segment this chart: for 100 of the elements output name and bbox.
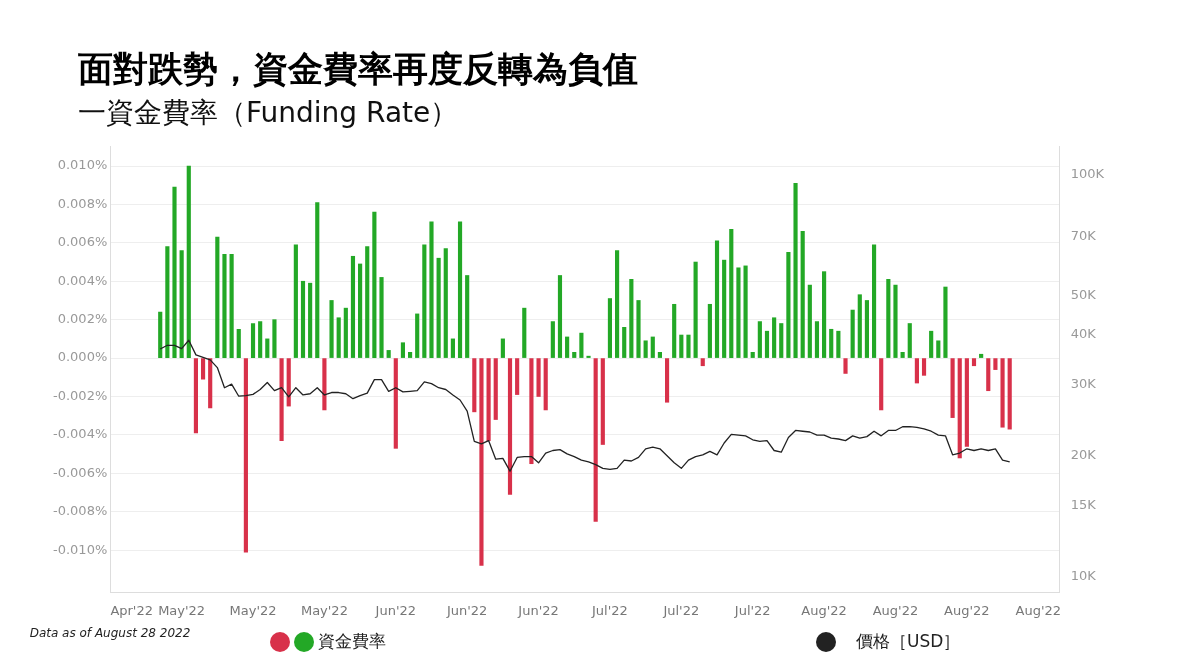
text: Data as of August 28 2022 <box>28 626 192 640</box>
bar <box>714 240 720 358</box>
bar <box>258 321 263 358</box>
chart-title: 面對跌勢，資金費率再度反轉為負值 <box>78 48 638 91</box>
bar <box>686 334 691 358</box>
bar <box>450 338 455 358</box>
bar <box>679 334 684 358</box>
y2-tick-label: 100K <box>1070 165 1105 181</box>
bar <box>407 351 413 358</box>
bar <box>186 165 191 358</box>
y-tick-label: -0.010% <box>52 541 108 557</box>
y-tick-label: -0.004% <box>52 426 108 442</box>
x-tick-label: Jul'22 <box>662 602 700 618</box>
bar <box>743 265 748 358</box>
bar <box>700 358 705 367</box>
bar <box>586 355 591 358</box>
bar <box>900 351 905 358</box>
bar <box>200 358 206 380</box>
bar <box>757 321 762 358</box>
bar <box>936 340 941 358</box>
bar <box>893 284 898 358</box>
bar <box>814 321 820 358</box>
bar <box>971 358 977 367</box>
bar <box>822 271 827 358</box>
bar <box>879 358 884 411</box>
y2-tick-label: 10K <box>1070 568 1097 584</box>
bar <box>293 244 298 358</box>
bar <box>672 303 677 358</box>
bar <box>350 255 356 358</box>
bar <box>158 311 163 358</box>
bar <box>929 330 934 358</box>
bar <box>550 321 555 358</box>
bar <box>400 342 406 358</box>
bar <box>907 323 912 358</box>
bar <box>308 282 313 358</box>
bar <box>764 330 770 358</box>
y-tick-label: 0.006% <box>57 234 108 250</box>
bar <box>215 236 220 358</box>
x-tick-label: Jun'22 <box>445 602 488 618</box>
bar <box>886 279 891 358</box>
bar <box>921 358 927 376</box>
bar <box>329 300 334 358</box>
y2-tick-label: 70K <box>1070 227 1097 243</box>
bar <box>479 358 484 566</box>
bar <box>343 307 348 358</box>
x-tick-label: Jun'22 <box>517 602 559 618</box>
bar <box>172 186 177 358</box>
y2-tick-label: 50K <box>1070 286 1097 302</box>
bar <box>429 221 434 358</box>
bar <box>650 336 655 358</box>
bar <box>229 254 234 358</box>
bar <box>336 317 341 358</box>
x-tick-label: Aug'22 <box>944 602 990 618</box>
bar <box>664 358 670 403</box>
bar <box>957 358 962 459</box>
bar <box>914 358 919 384</box>
bar <box>593 358 598 522</box>
y-tick-label: 0.002% <box>57 311 108 327</box>
y-tick-label: 0.000% <box>57 349 108 365</box>
bar <box>622 327 627 358</box>
bar <box>365 246 370 358</box>
bar <box>836 330 841 358</box>
bar <box>871 244 877 358</box>
x-tick-label: Apr'22 <box>110 602 153 618</box>
bar <box>579 332 584 358</box>
y-tick-label: -0.002% <box>52 387 108 403</box>
bar <box>507 358 513 495</box>
bar <box>457 221 463 358</box>
bar <box>379 277 384 358</box>
bar <box>243 358 248 553</box>
bar <box>236 328 241 358</box>
bar <box>222 254 227 358</box>
bar <box>165 246 170 358</box>
bar <box>422 244 427 358</box>
bar <box>793 182 798 358</box>
x-tick-label: Jun'22 <box>374 602 417 618</box>
x-tick-label: Aug'22 <box>1015 602 1061 618</box>
bar <box>993 358 998 370</box>
bar <box>857 294 862 358</box>
bar <box>772 317 777 358</box>
y-tick-label: -0.008% <box>52 503 108 519</box>
y2-tick-label: 20K <box>1070 447 1097 463</box>
bar <box>300 280 306 358</box>
bar <box>750 351 755 358</box>
bar <box>386 350 391 358</box>
bar <box>193 358 198 434</box>
bar <box>529 358 534 465</box>
bar <box>850 309 855 358</box>
bar <box>722 259 727 358</box>
chart-subtitle: 一資金費率（Funding Rate） <box>78 95 459 131</box>
bar <box>600 358 605 445</box>
bar <box>443 248 448 358</box>
bar <box>736 267 741 358</box>
bar <box>829 328 834 358</box>
bar <box>557 275 563 358</box>
bar <box>864 300 870 358</box>
x-tick-label: May'22 <box>300 602 348 618</box>
bar <box>565 336 570 358</box>
bar <box>315 202 320 358</box>
bar <box>964 358 969 447</box>
